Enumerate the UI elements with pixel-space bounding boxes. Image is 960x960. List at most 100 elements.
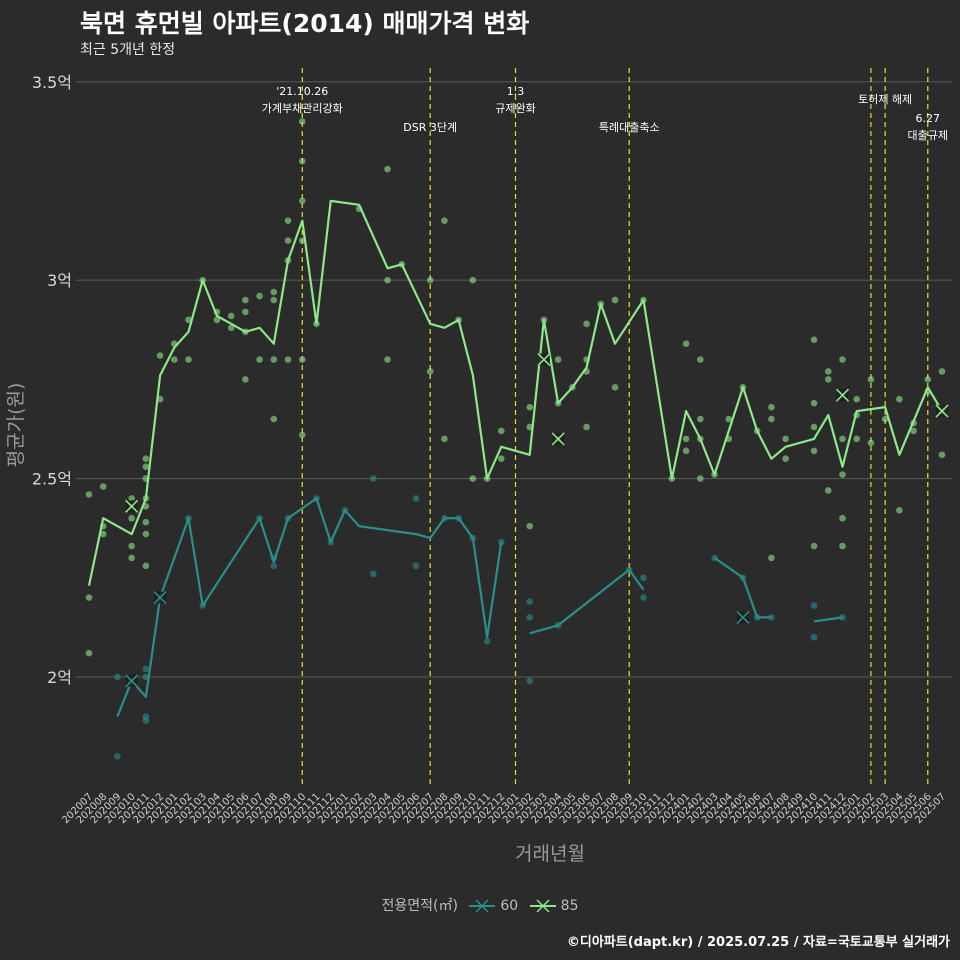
series-60-line	[713, 556, 772, 619]
series-60-point	[256, 514, 263, 522]
event-annotation: 6.27	[916, 112, 941, 125]
event-annotation: 토허제 해제	[858, 92, 912, 106]
series-85-point	[583, 320, 590, 328]
series-85-point	[156, 395, 164, 403]
series-60-point	[483, 637, 491, 645]
series-85-point	[753, 427, 761, 435]
series-85-point	[355, 205, 363, 213]
series-85-point	[284, 217, 292, 224]
series-85-point	[853, 435, 860, 443]
series-85-point	[483, 475, 491, 482]
series-85-point	[896, 506, 903, 514]
series-85-point	[99, 522, 107, 530]
series-85-point	[142, 463, 150, 470]
series-60-line	[116, 497, 503, 718]
series-85-point	[526, 423, 534, 431]
series-85-point	[99, 530, 107, 538]
series-85-point	[441, 217, 448, 224]
series-60-cross	[736, 610, 750, 624]
series-60-point	[142, 665, 150, 673]
series-60-point	[768, 614, 775, 621]
series-85-point	[298, 431, 306, 439]
series-85-point	[256, 292, 263, 300]
y-tick-label: 2억	[47, 668, 72, 687]
series-85-point	[569, 384, 576, 391]
legend-key-85-icon	[529, 899, 556, 913]
chart-subtitle: 최근 5개년 한정	[80, 42, 176, 58]
series-85-point	[256, 356, 263, 363]
series-85-point	[142, 503, 150, 510]
series-85-point	[640, 296, 647, 304]
event-annotation: DSR 3단계	[403, 121, 457, 134]
series-85-point	[441, 435, 448, 443]
series-85-point	[298, 356, 306, 363]
series-85-point	[583, 423, 590, 431]
series-85-point	[839, 435, 846, 443]
series-85-cross	[537, 352, 551, 367]
series-85-point	[682, 447, 690, 455]
series-85-point	[455, 316, 462, 324]
series-85-point	[142, 518, 150, 526]
series-85-point	[768, 403, 775, 411]
series-85-point	[810, 336, 818, 344]
series-60-point	[810, 633, 818, 641]
series-85-point	[924, 376, 932, 383]
series-85-point	[171, 340, 178, 347]
series-85-point	[910, 427, 917, 435]
series-85-point	[142, 530, 150, 538]
series-85-point	[142, 562, 150, 570]
series-85-point	[242, 296, 249, 304]
series-60-point	[839, 614, 846, 621]
series-85-point	[298, 237, 306, 244]
series-85-point	[284, 237, 292, 244]
series-85-point	[156, 352, 164, 359]
series-60-point	[810, 602, 818, 609]
series-85-point	[839, 356, 846, 363]
series-85-point	[711, 471, 718, 478]
series-85-point	[554, 399, 562, 407]
y-tick-label: 3.5억	[32, 73, 72, 92]
series-85-cross	[935, 404, 949, 418]
series-60-point	[142, 673, 150, 681]
series-85-point	[199, 276, 207, 284]
series-85-point	[782, 435, 789, 443]
legend-key-60-icon	[469, 899, 496, 913]
source-caption: ©디아파트(dapt.kr) / 2025.07.25 / 자료=국토교통부 실…	[566, 935, 950, 950]
series-85-point	[171, 356, 178, 363]
series-85-point	[469, 276, 477, 284]
series-60-point	[185, 514, 192, 522]
series-85-point	[540, 316, 548, 324]
y-tick-label: 2.5억	[32, 470, 72, 489]
series-85-point	[85, 649, 93, 657]
series-85-point	[99, 483, 107, 490]
series-85-point	[824, 368, 832, 375]
series-60-point	[455, 514, 462, 522]
series-85-point	[697, 475, 704, 482]
series-85-point	[853, 411, 860, 419]
series-85-point	[867, 439, 875, 447]
series-85-point	[768, 415, 775, 423]
series-60-point	[640, 574, 647, 582]
series-85-point	[910, 419, 917, 427]
series-85-point	[853, 395, 860, 403]
series-85-point	[298, 197, 306, 205]
series-85-point	[227, 324, 235, 332]
event-annotation: 대출규제	[908, 129, 948, 142]
series-85-point	[697, 356, 704, 363]
series-60-point	[526, 598, 534, 605]
series-85-point	[810, 423, 818, 431]
series-85-point	[497, 427, 505, 435]
series-85-point	[839, 514, 846, 522]
series-60-point	[441, 514, 448, 522]
series-85-point	[270, 415, 278, 423]
series-85-point	[725, 435, 733, 443]
series-60-point	[526, 614, 534, 621]
series-85-point	[284, 257, 292, 264]
series-85-point	[526, 403, 534, 411]
series-85-point	[583, 356, 590, 363]
series-85-point	[682, 435, 690, 443]
x-axis-title: 거래년월	[515, 843, 585, 865]
series-60-point	[199, 602, 207, 609]
